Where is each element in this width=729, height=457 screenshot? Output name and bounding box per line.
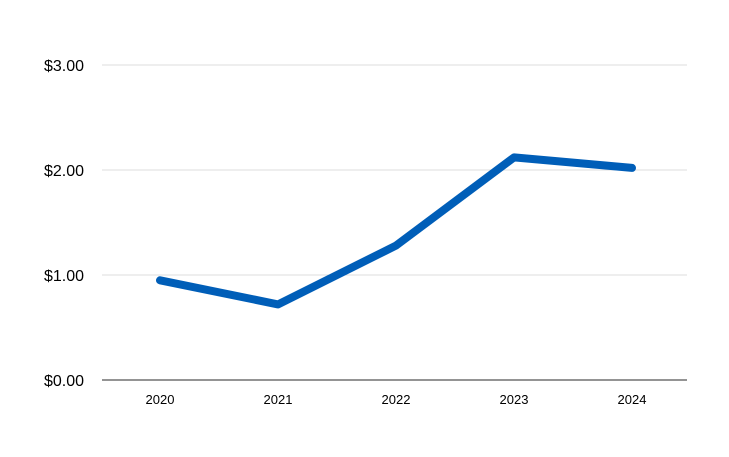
y-tick-label: $0.00 [44, 373, 84, 390]
x-tick-label: 2020 [146, 392, 175, 407]
x-tick-label: 2022 [382, 392, 411, 407]
series-lines [156, 153, 636, 309]
y-tick-label: $1.00 [44, 268, 84, 285]
y-tick-label: $2.00 [44, 163, 84, 180]
series-line [156, 153, 636, 309]
y-tick-label: $3.00 [44, 58, 84, 75]
x-tick-label: 2021 [264, 392, 293, 407]
y-axis-tick-labels: $0.00 $1.00 $2.00 $3.00 [44, 58, 84, 390]
x-tick-label: 2023 [500, 392, 529, 407]
x-axis-tick-labels: 2020 2021 2022 2023 2024 [146, 392, 647, 407]
grid-lines [102, 64, 687, 276]
x-tick-label: 2024 [618, 392, 647, 407]
